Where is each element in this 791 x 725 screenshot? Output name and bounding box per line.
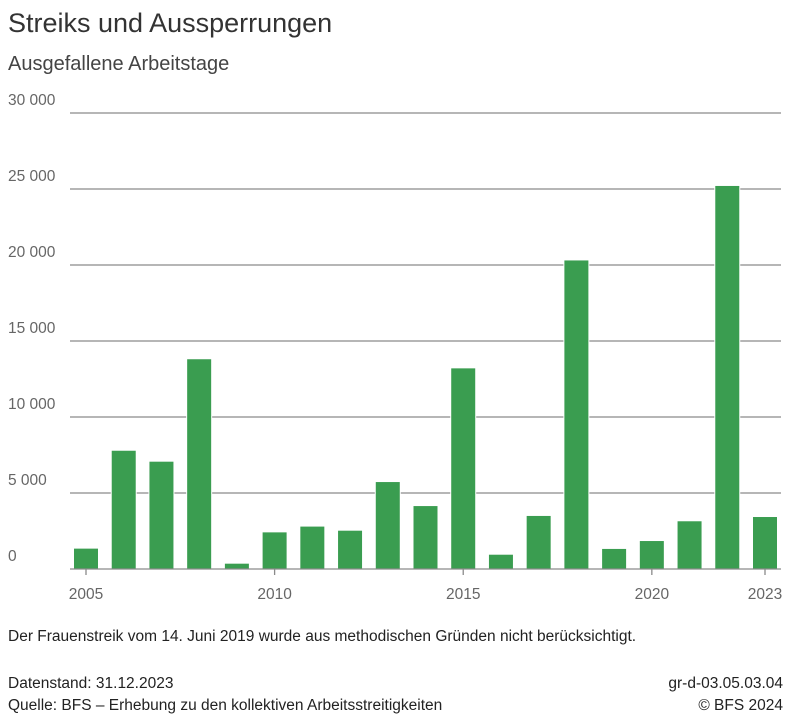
bar [224,563,249,569]
bar [488,554,513,569]
data-date: Datenstand: 31.12.2023 [8,675,174,692]
y-tick-label: 5 000 [8,472,47,489]
bar [300,526,325,569]
bar [715,185,740,569]
y-tick-label: 20 000 [8,244,56,261]
bar [262,532,287,569]
x-tick-label: 2015 [446,586,480,603]
copyright: © BFS 2024 [698,697,783,714]
y-tick-label: 10 000 [8,396,56,413]
x-tick-label: 2020 [635,586,670,603]
bar [413,506,438,569]
chart-code: gr-d-03.05.03.04 [668,675,783,692]
y-tick-label: 30 000 [8,92,56,109]
bar [526,515,551,569]
x-tick-label: 2010 [257,586,292,603]
y-tick-label: 15 000 [8,320,56,337]
bar [74,548,98,569]
x-tick-label: 2005 [69,586,103,603]
bar [149,461,174,569]
bar [639,541,664,569]
bar [338,530,363,569]
bar [753,517,777,569]
bar [602,548,627,569]
chart-subtitle: Ausgefallene Arbeitstage [8,53,230,75]
bar [187,359,212,569]
bar [677,521,702,569]
x-tick-label: 2023 [748,586,782,603]
bar [375,482,400,569]
bar [451,368,476,569]
y-tick-label: 25 000 [8,168,56,185]
bar-chart: 0 5 000 10 000 15 000 20 000 25 000 30 000 2005… [8,92,782,603]
bar [564,260,589,569]
source: Quelle: BFS – Erhebung zu den kollektive… [8,697,443,714]
y-tick-label: 0 [8,548,17,565]
footnote: Der Frauenstreik vom 14. Juni 2019 wurde… [8,628,637,645]
bar [111,450,136,569]
chart-title: Streiks und Aussperrungen [8,8,333,38]
